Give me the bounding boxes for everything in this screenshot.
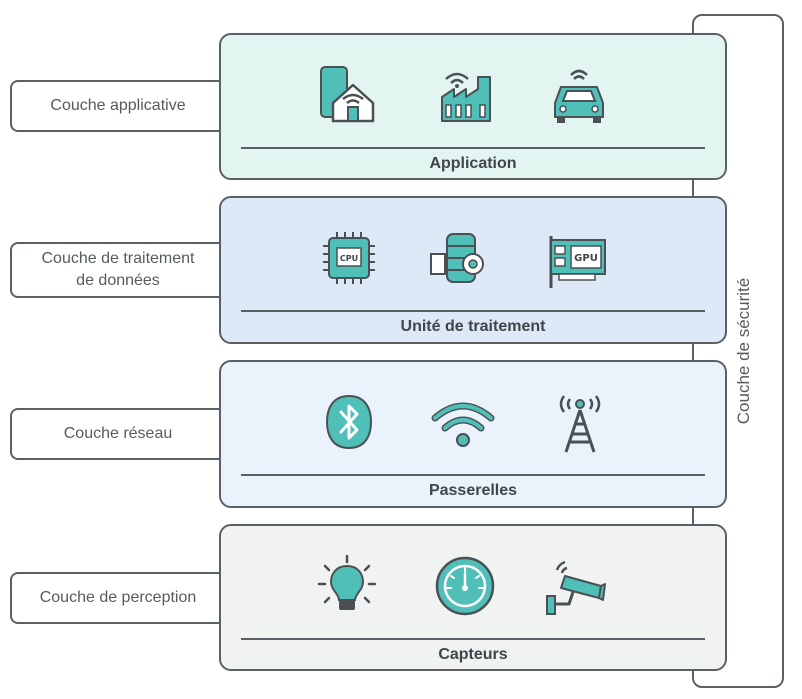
layer-divider [241, 147, 705, 149]
side-label-perception: Couche de perception [10, 572, 250, 624]
cpu-chip-text: CPU [340, 254, 358, 263]
layer-perception: Capteurs [219, 524, 727, 671]
side-label-network-text: Couche réseau [63, 425, 173, 442]
layer-title-perception: Capteurs [438, 646, 508, 663]
security-layer-label: Couche de sécurité [734, 277, 753, 425]
side-label-network: Couche réseau [10, 408, 250, 460]
gauge-dial-icon [433, 554, 497, 618]
layer-title-application: Application [429, 155, 517, 172]
radio-tower-icon [548, 390, 612, 454]
smart-factory-icon [436, 63, 500, 127]
side-label-processing: Couche de traitement de données [10, 242, 250, 298]
side-label-perception-text: Couche de perception [39, 589, 197, 606]
smart-home-phone-icon [313, 63, 377, 127]
light-bulb-sensor-icon [315, 554, 379, 618]
layer-title-processing: Unité de traitement [400, 318, 546, 335]
security-camera-icon [543, 554, 607, 618]
layer-processing: CPU GPU Unité de traitement [219, 196, 727, 344]
layer-title-network: Passerelles [428, 482, 518, 499]
side-label-application-text: Couche applicative [50, 97, 186, 114]
side-label-processing-text: Couche de traitement de données [41, 250, 195, 289]
bluetooth-icon [317, 390, 381, 454]
cpu-chip-icon: CPU [319, 226, 383, 290]
gpu-card-icon: GPU [545, 226, 609, 290]
layer-divider [241, 310, 705, 312]
database-server-icon [427, 226, 491, 290]
layer-application: Application [219, 33, 727, 180]
layer-network: Passerelles [219, 360, 727, 508]
connected-car-icon [547, 63, 611, 127]
layer-divider [241, 474, 705, 476]
side-label-application: Couche applicative [10, 80, 250, 132]
wifi-icon [431, 390, 495, 454]
layer-divider [241, 638, 705, 640]
gpu-card-text: GPU [574, 253, 598, 264]
